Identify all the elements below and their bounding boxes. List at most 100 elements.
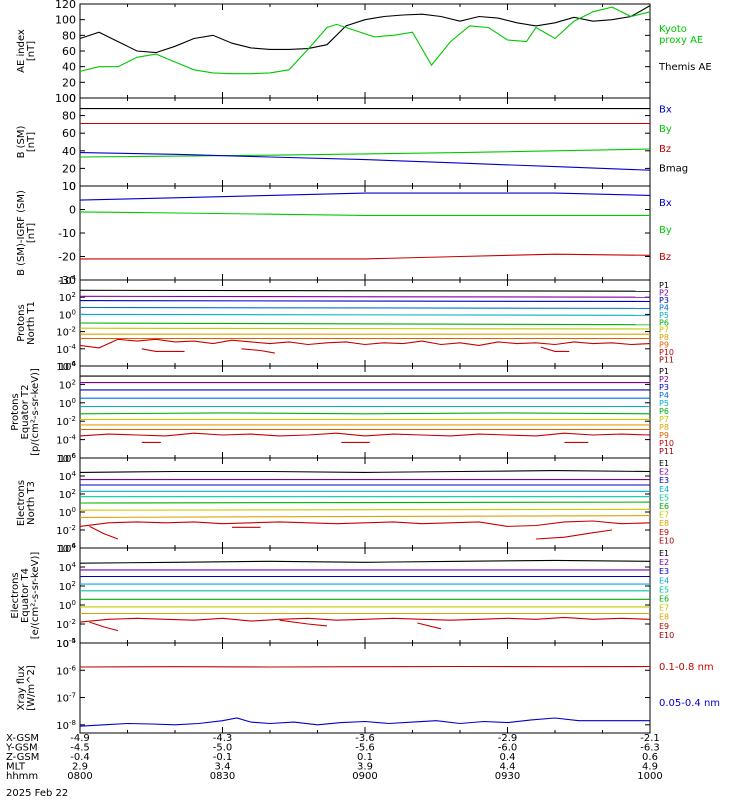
y-tick-label: 20	[62, 76, 76, 89]
legend-entry: P9	[659, 431, 669, 440]
legend-entry: P7	[659, 415, 669, 424]
legend-entry: P5	[659, 311, 669, 320]
legend-entry: P7	[659, 326, 669, 335]
y-tick-label: 10-2	[56, 524, 76, 537]
legend-entry: Bmag	[659, 163, 688, 174]
legend-entry: E8	[659, 519, 669, 528]
y-axis-label: [nT]	[26, 132, 37, 152]
legend-entry: P3	[659, 383, 669, 392]
legend-entry: E9	[659, 528, 669, 537]
legend-entry: E8	[659, 613, 669, 622]
y-axis-label: [e/(cm²-s-sr-keV)]	[30, 552, 41, 640]
y-axis-label: North T3	[26, 481, 37, 525]
legend-entry: E9	[659, 622, 669, 631]
y-axis-label: B (SM)	[16, 125, 27, 158]
legend-entry: Bx	[659, 105, 672, 116]
y-axis-label: Electrons	[10, 572, 21, 618]
legend-entry: E10	[659, 631, 674, 640]
panel-8: 10-8 10-7 10-6 10-5 Xray flux [W/m^2] 0.1-0.8 …	[16, 637, 720, 734]
y-axis-label: [nT]	[26, 41, 37, 61]
footer-value: 3.4	[215, 762, 231, 773]
series-line	[79, 211, 650, 216]
y-tick-label: -30	[58, 274, 76, 287]
footer-value: -2.9	[498, 733, 518, 744]
series-line	[79, 5, 651, 54]
y-tick-label: 10-2	[56, 326, 76, 339]
y-axis-label: B (SM)-IGRF (SM)	[16, 190, 27, 276]
legend-entry: E2	[659, 558, 669, 567]
footer-value: -3.6	[355, 733, 375, 744]
series-line	[79, 289, 651, 292]
legend-entry: E1	[659, 459, 669, 468]
y-axis-label: AE index	[16, 29, 27, 73]
series-line	[79, 412, 651, 415]
series-line	[535, 529, 613, 540]
footer-value: -4.3	[213, 733, 233, 744]
y-tick-label: 40	[62, 61, 76, 74]
y-tick-label: 104	[59, 561, 77, 574]
legend-entry: E2	[659, 468, 669, 477]
legend-entry: P11	[659, 356, 674, 365]
y-tick-label: 106	[59, 452, 77, 465]
legend-entry: E3	[659, 567, 669, 576]
legend-entry: E4	[659, 485, 669, 494]
y-tick-label: 10-7	[56, 692, 76, 705]
legend-entry: P5	[659, 399, 669, 408]
series-line	[79, 152, 651, 171]
y-axis-label: Equator T2	[20, 385, 31, 440]
y-axis-label: [W/m^2]	[26, 665, 37, 711]
panel-5: 10-6 10-4 10-2 100 102 104 Protons Equator T2 [p…	[10, 360, 674, 465]
y-tick-label: 102	[59, 291, 76, 304]
series-line	[279, 619, 328, 627]
y-tick-label: 10	[62, 180, 76, 193]
y-tick-label: 60	[62, 45, 76, 58]
y-tick-label: 100	[59, 308, 76, 321]
y-tick-label: 60	[62, 127, 76, 140]
y-axis-label: Protons	[16, 304, 27, 341]
y-tick-label: -20	[58, 251, 76, 264]
footer-value: -0.1	[213, 752, 233, 763]
footer-value: -4.5	[70, 743, 90, 754]
series-line	[79, 432, 651, 437]
footer-row-label: hhmm	[6, 771, 38, 782]
footer-value: 0.4	[500, 752, 516, 763]
footer-value: 0800	[67, 771, 92, 782]
y-axis-label: Electrons	[16, 480, 27, 526]
y-tick-label: 10-6	[56, 664, 76, 677]
footer-value: 0.1	[357, 752, 373, 763]
legend-entry: E5	[659, 493, 669, 502]
y-tick-label: 10-8	[56, 719, 76, 732]
series-line	[79, 559, 651, 564]
legend-entry: P3	[659, 296, 669, 305]
footer-value: -0.4	[70, 752, 90, 763]
date-label: 2025 Feb 22	[6, 788, 68, 799]
series-line	[141, 348, 185, 352]
footer-value: -2.1	[640, 733, 660, 744]
legend-entry: E6	[659, 502, 669, 511]
footer-row-label: Y-GSM	[5, 743, 38, 754]
y-tick-label: 40	[62, 145, 76, 158]
series-line	[79, 338, 651, 349]
y-tick-label: 10-6	[56, 452, 76, 465]
y-tick-label: 100	[59, 599, 76, 612]
legend-entry: E6	[659, 595, 669, 604]
y-tick-label: 10-4	[56, 343, 76, 356]
y-tick-label: 102	[59, 488, 76, 501]
legend-entry: P8	[659, 423, 669, 432]
legend-entry: P6	[659, 407, 669, 416]
legend-entry: Bz	[659, 144, 671, 155]
series-line	[79, 501, 651, 504]
legend-entry: 0.05-0.4 nm	[659, 698, 720, 709]
panel-frame	[79, 185, 651, 281]
y-tick-label: 120	[55, 0, 76, 11]
footer-value: 2.9	[72, 762, 88, 773]
y-tick-label: 104	[59, 360, 77, 373]
y-axis-label: [p/(cm²-s-sr-keV)]	[30, 368, 41, 456]
footer-value: 4.9	[642, 762, 658, 773]
y-tick-label: 80	[62, 29, 76, 42]
footer-value: -5.0	[213, 743, 233, 754]
y-axis-label: North T1	[26, 301, 37, 345]
series-line	[79, 148, 651, 158]
